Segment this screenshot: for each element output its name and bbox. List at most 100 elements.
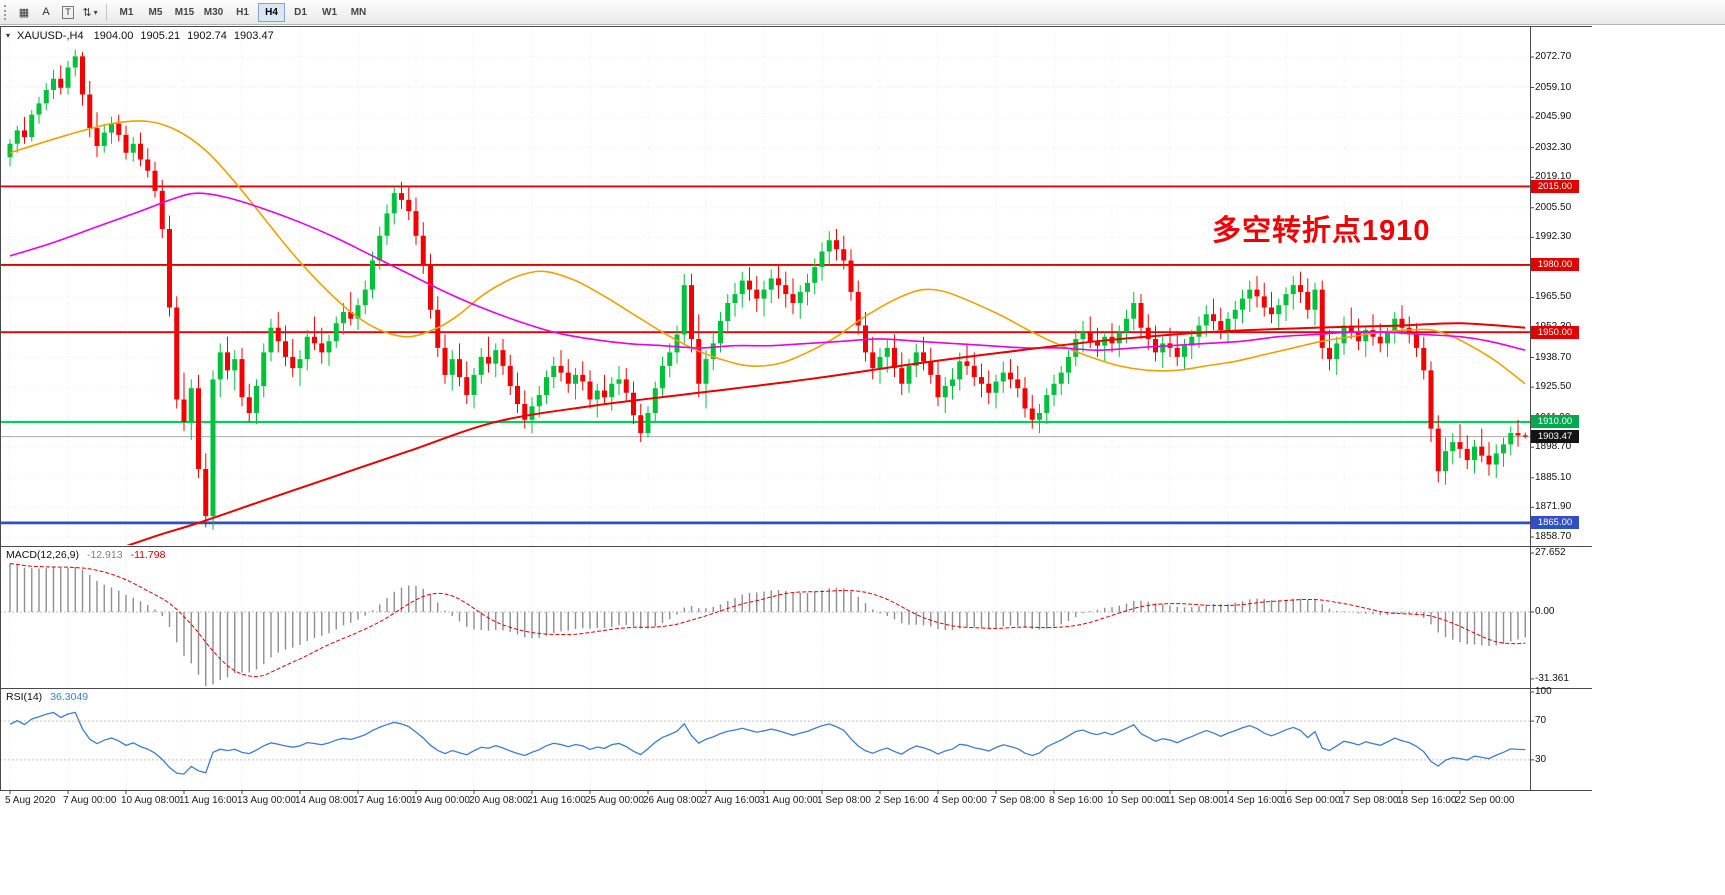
macd-axis-label: -31.361 bbox=[1535, 672, 1569, 684]
ma-long-red bbox=[126, 322, 1526, 545]
time-axis-label: 25 Aug 00:00 bbox=[585, 795, 644, 806]
macd-axis-label: 0.00 bbox=[1535, 606, 1555, 617]
text-tool-button[interactable]: T bbox=[57, 2, 79, 22]
arrow-tool-icon: A bbox=[42, 6, 50, 18]
time-axis-label: 11 Aug 16:00 bbox=[179, 795, 238, 806]
time-axis-label: 7 Aug 00:00 bbox=[63, 795, 117, 806]
text-tool-icon: T bbox=[62, 5, 74, 19]
macd-main-value: -12.913 bbox=[86, 549, 123, 561]
price-axis-tick-label: 1938.70 bbox=[1535, 351, 1572, 363]
time-axis-label: 20 Aug 08:00 bbox=[469, 795, 528, 806]
panel-separator-macd[interactable] bbox=[0, 544, 1592, 548]
chart-grid-icon: ▦ bbox=[18, 6, 30, 19]
price-axis-tick-label: 1925.50 bbox=[1535, 381, 1572, 393]
time-axis-label: 17 Aug 16:00 bbox=[353, 795, 412, 806]
time-axis-label: 17 Sep 08:00 bbox=[1339, 795, 1399, 806]
time-axis-label: 31 Aug 00:00 bbox=[759, 795, 818, 806]
macd-label-row: MACD(12,26,9) -12.913 -11.798 bbox=[6, 549, 173, 561]
macd-label: MACD(12,26,9) bbox=[6, 549, 79, 561]
rsi-line bbox=[9, 711, 1526, 775]
time-axis-label: 7 Sep 08:00 bbox=[991, 795, 1045, 806]
price-axis-tick-label: 1871.90 bbox=[1535, 501, 1572, 513]
time-axis-label: 10 Aug 08:00 bbox=[121, 795, 180, 806]
time-axis-label: 2 Sep 16:00 bbox=[875, 795, 929, 806]
timeframe-button-w1[interactable]: W1 bbox=[316, 3, 343, 22]
high-value: 1905.21 bbox=[140, 30, 181, 42]
toolbar-separator bbox=[106, 3, 107, 21]
arrow-tool-button[interactable]: A bbox=[35, 2, 57, 22]
time-axis-label: 22 Sep 00:00 bbox=[1455, 795, 1515, 806]
time-axis-label: 14 Sep 16:00 bbox=[1223, 795, 1283, 806]
close-value: 1903.47 bbox=[233, 30, 274, 42]
price-level-badge-1980: 1980.00 bbox=[1531, 258, 1579, 272]
time-axis-label: 19 Aug 00:00 bbox=[411, 795, 470, 806]
time-axis-label: 13 Aug 00:00 bbox=[237, 795, 296, 806]
price-level-badge-1865: 1865.00 bbox=[1531, 516, 1579, 530]
timeframe-button-h4[interactable]: H4 bbox=[258, 2, 285, 22]
symbol-period-label: XAUUSD-,H4 bbox=[17, 30, 84, 42]
time-axis-label: 1 Sep 08:00 bbox=[817, 795, 871, 806]
chart-grid-button[interactable]: ▦ bbox=[13, 2, 35, 22]
rsi-label-row: RSI(14) 36.3049 bbox=[6, 691, 96, 703]
price-axis-tick-label: 1885.10 bbox=[1535, 471, 1572, 483]
timeframe-button-m15[interactable]: M15 bbox=[171, 3, 198, 22]
timeframe-button-mn[interactable]: MN bbox=[345, 3, 372, 22]
price-axis-tick-label: 1992.30 bbox=[1535, 231, 1572, 243]
timeframe-button-m1[interactable]: M1 bbox=[113, 3, 140, 22]
time-axis-label: 16 Sep 00:00 bbox=[1281, 795, 1341, 806]
time-axis-label: 4 Sep 00:00 bbox=[933, 795, 987, 806]
panel-separator-rsi[interactable] bbox=[0, 686, 1592, 690]
time-axis-label: 26 Aug 08:00 bbox=[643, 795, 702, 806]
rsi-layer bbox=[0, 711, 1530, 775]
time-axis-label: 21 Aug 16:00 bbox=[527, 795, 586, 806]
chart-annotation-text[interactable]: 多空转折点1910 bbox=[1212, 215, 1431, 247]
macd-signal-value: -11.798 bbox=[130, 549, 166, 561]
time-axis-label: 27 Aug 16:00 bbox=[701, 795, 760, 806]
chart-canvas[interactable] bbox=[0, 0, 1592, 812]
rsi-axis-label: 70 bbox=[1535, 715, 1547, 727]
timeframe-button-d1[interactable]: D1 bbox=[287, 3, 314, 22]
toolbar-grip[interactable] bbox=[4, 4, 8, 20]
macd-signal-line bbox=[9, 563, 1526, 678]
rsi-axis-label: 30 bbox=[1535, 753, 1547, 765]
dropdown-caret-icon: ▾ bbox=[93, 7, 98, 17]
price-axis-tick-label: 1858.70 bbox=[1535, 531, 1572, 542]
time-axis[interactable]: 5 Aug 2020 7 Aug 00:00 10 Aug 08:00 11 Aug … bbox=[0, 792, 1592, 814]
timeframe-button-m30[interactable]: M30 bbox=[200, 3, 227, 22]
open-value: 1904.00 bbox=[93, 30, 134, 42]
rsi-axis-label: 100 bbox=[1535, 686, 1552, 697]
price-axis-tick-label: 2032.30 bbox=[1535, 141, 1572, 153]
time-axis-label: 8 Sep 16:00 bbox=[1049, 795, 1103, 806]
macd-histogram bbox=[9, 563, 1526, 686]
macd-layer bbox=[0, 563, 1530, 686]
price-axis-tick-label: 1898.70 bbox=[1535, 441, 1572, 453]
toolbar: ▦ A T ⇅ ▾ M1 M5 M15 M30 H1 H4 D1 W1 MN bbox=[0, 0, 1725, 25]
timeframe-group: M1 M5 M15 M30 H1 H4 D1 W1 MN bbox=[112, 2, 373, 22]
price-axis-tick-label: 1965.50 bbox=[1535, 291, 1572, 303]
price-axis-tick-label: 2059.10 bbox=[1535, 81, 1572, 93]
timeframe-button-h1[interactable]: H1 bbox=[229, 3, 256, 22]
time-axis-label: 14 Aug 08:00 bbox=[295, 795, 354, 806]
price-axis-tick-label: 2072.70 bbox=[1535, 51, 1572, 62]
rsi-value: 36.3049 bbox=[50, 691, 89, 703]
symbol-dropdown-icon[interactable]: ▾ bbox=[6, 31, 11, 40]
price-axis[interactable]: 2072.70 2059.10 2045.90 2032.30 2019.10 2005.… bbox=[1530, 26, 1592, 790]
price-axis-tick-label: 2005.50 bbox=[1535, 201, 1572, 213]
main-chart-layer bbox=[0, 49, 1530, 545]
time-axis-label: 11 Sep 08:00 bbox=[1165, 795, 1224, 806]
rsi-label: RSI(14) bbox=[6, 691, 43, 703]
price-axis-tick-label: 2019.10 bbox=[1535, 171, 1572, 183]
ma-mid-magenta bbox=[9, 192, 1526, 351]
time-axis-label: 5 Aug 2020 bbox=[5, 795, 56, 806]
line-studies-button[interactable]: ⇅ ▾ bbox=[79, 2, 101, 22]
current-price-badge: 1903.47 bbox=[1531, 430, 1579, 444]
price-axis-tick-label: 2045.90 bbox=[1535, 111, 1572, 123]
time-axis-label: 18 Sep 16:00 bbox=[1397, 795, 1457, 806]
price-level-badge-2015: 2015.00 bbox=[1531, 179, 1579, 193]
time-axis-label: 10 Sep 00:00 bbox=[1107, 795, 1167, 806]
macd-axis-label: 27.652 bbox=[1535, 547, 1566, 558]
low-value: 1902.74 bbox=[187, 30, 227, 42]
timeframe-button-m5[interactable]: M5 bbox=[142, 3, 169, 22]
ma-fast-orange bbox=[9, 120, 1526, 385]
